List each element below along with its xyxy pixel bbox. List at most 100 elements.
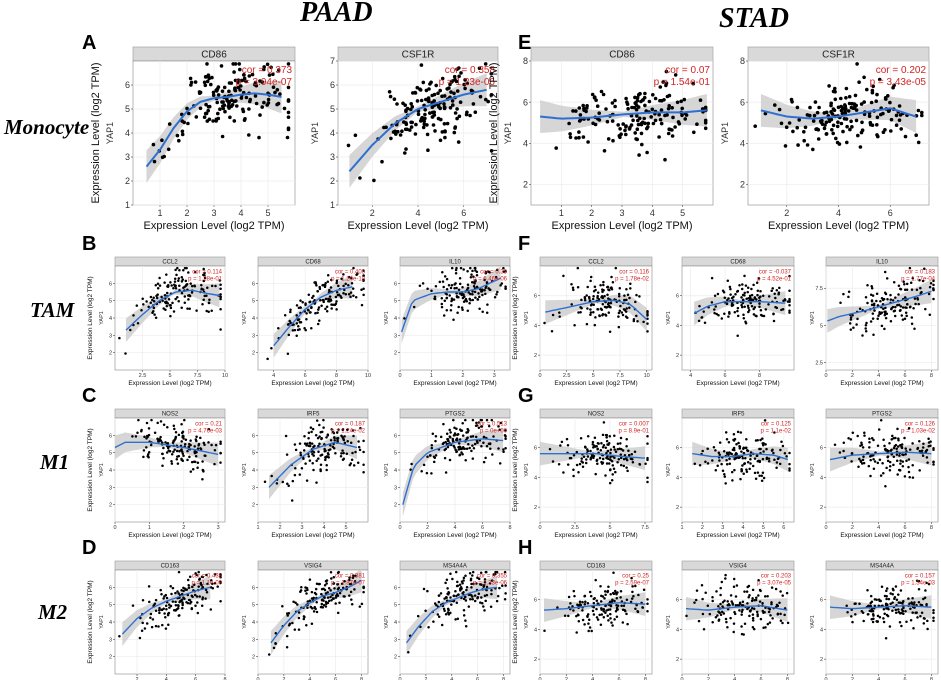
data-point xyxy=(724,617,728,621)
data-point xyxy=(465,447,469,450)
data-point xyxy=(847,290,851,293)
data-point xyxy=(711,459,714,462)
data-point xyxy=(328,295,332,298)
data-point xyxy=(180,588,183,592)
data-point xyxy=(749,454,752,457)
x-tick-label-h-vsig4: 6 xyxy=(760,677,763,680)
data-point xyxy=(841,129,845,134)
data-point xyxy=(616,442,620,446)
data-point xyxy=(159,420,163,423)
data-point xyxy=(822,126,827,131)
data-point xyxy=(420,469,423,473)
data-point xyxy=(680,113,684,118)
data-point xyxy=(895,598,899,601)
data-point xyxy=(770,449,774,452)
y-tick-label-b-ccl2: 4 xyxy=(109,316,112,322)
strip-label-b-cd68: CD68 xyxy=(305,260,321,266)
x-tick-label-c-ptgs2: 8 xyxy=(508,525,511,531)
data-point xyxy=(861,458,865,462)
data-point xyxy=(718,459,721,462)
data-point xyxy=(721,469,725,472)
y-tick-label-f-ccl2: 4 xyxy=(534,323,537,329)
x-tick-label-a-cd86: 5 xyxy=(265,208,270,218)
data-point xyxy=(142,303,145,306)
data-point xyxy=(753,124,757,128)
data-point xyxy=(862,75,866,80)
data-point xyxy=(440,76,445,81)
data-point xyxy=(861,446,865,449)
y-tick-label-b-cd68: 3 xyxy=(252,333,255,339)
data-point xyxy=(706,447,709,450)
data-point xyxy=(742,446,745,450)
data-point xyxy=(925,581,928,585)
data-point xyxy=(489,93,494,97)
data-point xyxy=(745,468,748,471)
data-point xyxy=(450,99,455,103)
data-point xyxy=(311,461,314,465)
data-point xyxy=(839,121,844,126)
data-point xyxy=(905,620,908,624)
data-point xyxy=(504,437,507,441)
data-point xyxy=(703,126,708,131)
data-point xyxy=(191,585,194,589)
data-point xyxy=(186,578,190,582)
data-point xyxy=(316,289,319,293)
data-point xyxy=(673,125,677,129)
data-point xyxy=(891,85,895,90)
data-point xyxy=(932,460,935,464)
data-point xyxy=(700,583,704,587)
y-axis-label-d-cd163: Expression Level (log2 TPM) xyxy=(87,580,94,663)
data-point xyxy=(898,612,902,615)
data-point xyxy=(163,612,166,615)
data-point xyxy=(188,293,191,297)
data-point xyxy=(419,117,424,121)
data-point xyxy=(730,470,734,474)
data-point xyxy=(183,285,186,288)
data-point xyxy=(312,610,316,613)
data-point xyxy=(616,608,619,611)
data-point xyxy=(857,465,860,469)
fit-line-f-cd68 xyxy=(693,301,786,315)
data-point xyxy=(723,475,727,478)
data-point xyxy=(843,111,848,116)
data-point xyxy=(866,589,869,592)
data-point xyxy=(496,290,499,294)
data-point xyxy=(145,446,148,449)
data-point xyxy=(667,93,672,98)
data-point xyxy=(293,328,297,332)
data-point xyxy=(759,438,762,442)
data-point xyxy=(150,625,154,629)
data-point xyxy=(861,611,865,615)
data-point xyxy=(353,133,358,138)
data-point xyxy=(191,467,195,471)
data-point xyxy=(463,78,467,82)
data-point xyxy=(466,286,470,290)
data-point xyxy=(151,298,154,302)
data-point xyxy=(863,431,866,434)
data-point xyxy=(627,449,630,453)
data-point xyxy=(697,619,701,623)
data-point xyxy=(698,98,703,102)
data-point xyxy=(308,599,312,602)
x-tick-label-h-cd163: 2 xyxy=(565,677,568,680)
data-point xyxy=(619,453,623,456)
data-point xyxy=(205,573,208,577)
data-point xyxy=(180,129,185,134)
data-point xyxy=(587,618,591,621)
strip-label-e-cd86: CD86 xyxy=(609,50,635,61)
data-point xyxy=(766,622,770,626)
y-tick-label-d-vsig4: 5 xyxy=(252,603,255,609)
data-point xyxy=(205,590,209,594)
data-point xyxy=(796,143,800,147)
data-point xyxy=(489,447,492,450)
data-point xyxy=(614,610,618,613)
data-point xyxy=(166,446,170,450)
y-var-label-c-ptgs2: YAP1 xyxy=(384,463,390,477)
data-point xyxy=(850,101,854,106)
data-point xyxy=(470,594,473,597)
data-point xyxy=(308,578,312,581)
data-point xyxy=(475,582,478,585)
data-point xyxy=(614,450,618,454)
data-point xyxy=(157,625,160,628)
data-point xyxy=(848,127,852,132)
